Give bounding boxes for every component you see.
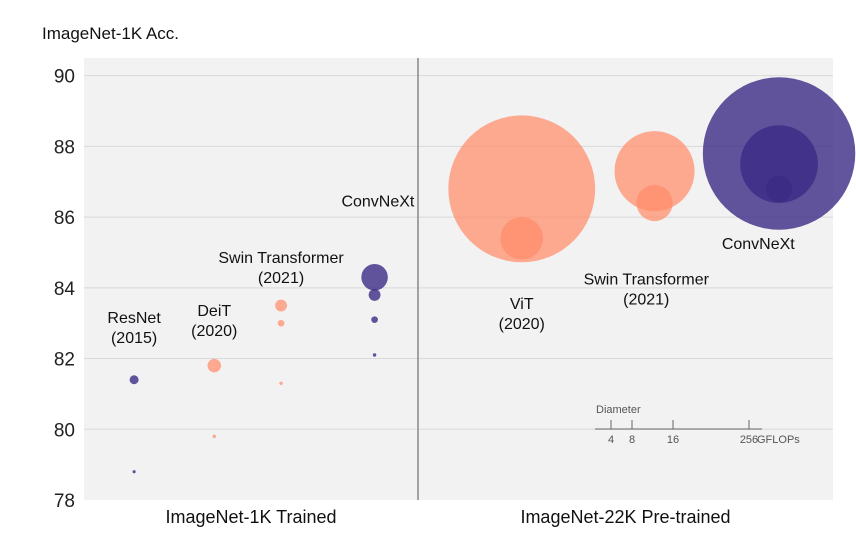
model-label: (2015) [111, 330, 157, 347]
bubble-resnet [132, 470, 136, 474]
model-label: (2021) [258, 270, 304, 287]
y-tick-label: 82 [54, 350, 75, 371]
model-label: ConvNeXt [341, 194, 414, 211]
model-label: DeiT [197, 303, 231, 320]
bubble-convnext [372, 353, 377, 357]
bubble-convnext [371, 316, 378, 324]
y-tick-label: 80 [54, 420, 75, 441]
bubble-vit [448, 115, 596, 263]
model-label: ViT [510, 296, 534, 313]
model-label: (2020) [191, 323, 237, 340]
model-label: (2021) [623, 291, 669, 308]
model-label: (2020) [499, 316, 545, 333]
model-label: ConvNeXt [722, 236, 795, 253]
y-tick-label: 88 [54, 137, 75, 158]
y-tick-label: 84 [54, 279, 76, 300]
bubble-convnext [368, 288, 381, 301]
bubble-convnext [361, 263, 388, 291]
y-axis-title: ImageNet-1K Acc. [42, 24, 179, 43]
bubble-swin-transformer [636, 184, 673, 222]
legend-unit: GFLOPs [757, 434, 800, 446]
y-tick-label: 90 [54, 67, 75, 88]
bubbles [129, 77, 856, 474]
bubble-convnext [740, 125, 818, 203]
bubble-deit [212, 434, 217, 439]
legend-title: Diameter [596, 404, 641, 416]
bubble-swin-transformer [275, 299, 287, 312]
model-label: ResNet [107, 310, 161, 327]
model-labels: ResNet (2015) DeiT (2020) Swin Transformer (2… [107, 194, 795, 348]
bubble-convnext [765, 175, 793, 203]
bubble-swin-transformer [279, 381, 283, 386]
group-label-1: ImageNet-22K Pre-trained [520, 507, 730, 527]
model-label: Swin Transformer [584, 271, 710, 288]
legend-tick-label: 256 [740, 434, 758, 446]
legend-tick-label: 8 [629, 434, 635, 446]
bubble-vit [500, 217, 544, 260]
bubble-resnet [129, 375, 139, 385]
model-label: Swin Transformer [218, 250, 344, 267]
group-label-0: ImageNet-1K Trained [165, 507, 336, 527]
bubble-swin-transformer [277, 319, 285, 327]
y-tick-label: 86 [54, 208, 75, 229]
y-tick-label: 78 [54, 491, 75, 512]
legend-tick-label: 4 [608, 434, 614, 446]
legend-tick-label: 16 [667, 434, 679, 446]
bubble-swin-transformer [614, 131, 695, 212]
bubble-deit [207, 358, 221, 373]
